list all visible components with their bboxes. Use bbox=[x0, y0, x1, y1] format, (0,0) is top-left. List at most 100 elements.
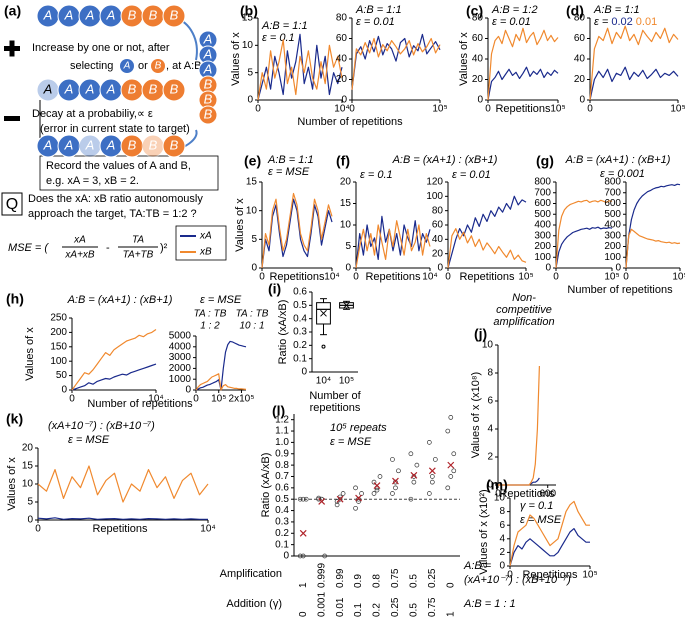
x-axis-label: repetitions bbox=[310, 402, 361, 414]
panel-label: (b) bbox=[240, 3, 258, 19]
y-tick-label: 40 bbox=[574, 54, 586, 65]
point bbox=[322, 553, 328, 559]
y-tick-label: 80 bbox=[432, 205, 444, 216]
point bbox=[445, 428, 451, 434]
y-tick-label: 0 bbox=[185, 385, 191, 396]
x-category-label: 0 bbox=[445, 582, 456, 588]
y-tick-label: 40 bbox=[432, 234, 444, 245]
point bbox=[451, 468, 457, 474]
annotation: TA : TB bbox=[236, 309, 269, 320]
token-letter: A bbox=[64, 81, 74, 96]
annotation: 10 : 1 bbox=[239, 321, 264, 332]
mean-marker bbox=[336, 495, 344, 503]
y-tick-label: 4000 bbox=[169, 341, 192, 352]
y-tick-label: 15 bbox=[22, 461, 34, 472]
y-axis-label: Values of x bbox=[458, 32, 470, 86]
chart-title: competitive bbox=[496, 304, 552, 316]
point bbox=[356, 496, 361, 502]
formula: - bbox=[106, 242, 110, 254]
y-tick-label: 0 bbox=[477, 95, 483, 106]
mean-marker bbox=[447, 461, 455, 469]
y-tick-label: 80 bbox=[336, 13, 348, 24]
x-tick-label: 0 bbox=[35, 524, 41, 535]
y-tick-label: 3000 bbox=[169, 352, 192, 363]
line-series bbox=[257, 33, 343, 101]
token-letter: A bbox=[64, 137, 74, 152]
token-letter: A bbox=[64, 7, 74, 22]
y-tick-label: 150 bbox=[50, 341, 67, 352]
y-tick-label: 6 bbox=[499, 520, 505, 531]
record-box bbox=[39, 155, 219, 191]
x-tick-label: 0 bbox=[587, 104, 593, 115]
note: A:B = bbox=[463, 560, 492, 572]
chart-title: A:B = (xA+1) : (xB+1) bbox=[565, 154, 671, 166]
y-tick-label: 0.2 bbox=[293, 340, 307, 351]
token-letter: A bbox=[203, 46, 213, 61]
y-tick-label: 10 bbox=[242, 40, 254, 51]
token-letter: A bbox=[203, 61, 213, 76]
point bbox=[408, 496, 414, 502]
x-tick-label: 10⁵ bbox=[211, 394, 226, 405]
chart-title: A:B = 1:1 bbox=[593, 4, 640, 16]
point bbox=[448, 474, 454, 479]
row-label: Amplification bbox=[220, 568, 282, 580]
chart-title: ε = MSE bbox=[520, 514, 562, 526]
question-text: approach the target, TA:TB = 1:2 ? bbox=[28, 208, 197, 220]
x-tick-label: 0 bbox=[255, 104, 261, 115]
y-tick-label: 5 bbox=[27, 497, 33, 508]
y-tick-label: 100 bbox=[426, 191, 443, 202]
question-mark: Q bbox=[6, 196, 18, 213]
token-letter: A bbox=[106, 81, 116, 96]
x-tick-label: 0 bbox=[495, 489, 501, 500]
y-tick-label: 0 bbox=[345, 263, 351, 274]
y-tick-label: 15 bbox=[340, 198, 352, 209]
chart-title: ε = 0.01 bbox=[452, 169, 491, 181]
step-text: Increase by one or not, after bbox=[32, 42, 170, 54]
token-letter: B bbox=[128, 81, 137, 96]
x-tick-label: 0 bbox=[623, 272, 629, 283]
token bbox=[198, 105, 218, 125]
y-tick-label: 80 bbox=[574, 13, 586, 24]
token-letter: A bbox=[85, 7, 95, 22]
point bbox=[340, 491, 346, 496]
note: A:B = 1 : 1 bbox=[463, 598, 516, 610]
chart-title: A:B = 1:1 bbox=[267, 154, 314, 166]
x-category-label: 1 bbox=[445, 611, 456, 617]
row-label: Addition (γ) bbox=[226, 598, 282, 610]
panel-label: (g) bbox=[536, 153, 554, 169]
legend-label: xB bbox=[199, 247, 212, 258]
token-letter: B bbox=[170, 7, 179, 22]
chart-title: ε = MSE bbox=[68, 434, 110, 446]
y-tick-label: 700 bbox=[604, 187, 621, 198]
x-category-label: 0.01 bbox=[335, 597, 346, 617]
point bbox=[411, 474, 417, 479]
line-series bbox=[447, 228, 527, 269]
y-tick-label: 2 bbox=[487, 452, 493, 463]
y-tick-label: 20 bbox=[472, 74, 484, 85]
y-tick-label: 700 bbox=[534, 187, 551, 198]
token bbox=[120, 59, 134, 73]
y-tick-label: 0.6 bbox=[293, 287, 307, 298]
line-series bbox=[261, 198, 333, 269]
x-tick-label: 0 bbox=[259, 272, 265, 283]
token-letter: A bbox=[85, 81, 95, 96]
line-series bbox=[261, 192, 333, 269]
x-category-label: 0.5 bbox=[409, 574, 420, 588]
record-text: Record the values of A and B, bbox=[46, 160, 191, 172]
x-axis-label: Repetitions bbox=[499, 488, 555, 500]
point bbox=[371, 491, 377, 496]
line-series bbox=[509, 500, 590, 567]
token bbox=[162, 134, 186, 158]
formula: xA bbox=[73, 235, 86, 246]
question-text: Does the xA: xB ratio autonomously bbox=[28, 193, 203, 205]
token-letter: B bbox=[170, 137, 179, 152]
y-axis-label: Ratio (xA/xB) bbox=[277, 300, 289, 365]
x-tick-label: 0 bbox=[69, 394, 75, 405]
y-tick-label: 0.5 bbox=[293, 300, 307, 311]
panel-label: (a) bbox=[4, 3, 21, 19]
point bbox=[300, 553, 306, 559]
mean-marker bbox=[320, 309, 327, 317]
chart-title: A:B = (xA+1) : (xB+1) bbox=[392, 154, 498, 166]
x-tick-label: 10⁴ bbox=[422, 272, 437, 283]
line-series bbox=[625, 228, 681, 269]
